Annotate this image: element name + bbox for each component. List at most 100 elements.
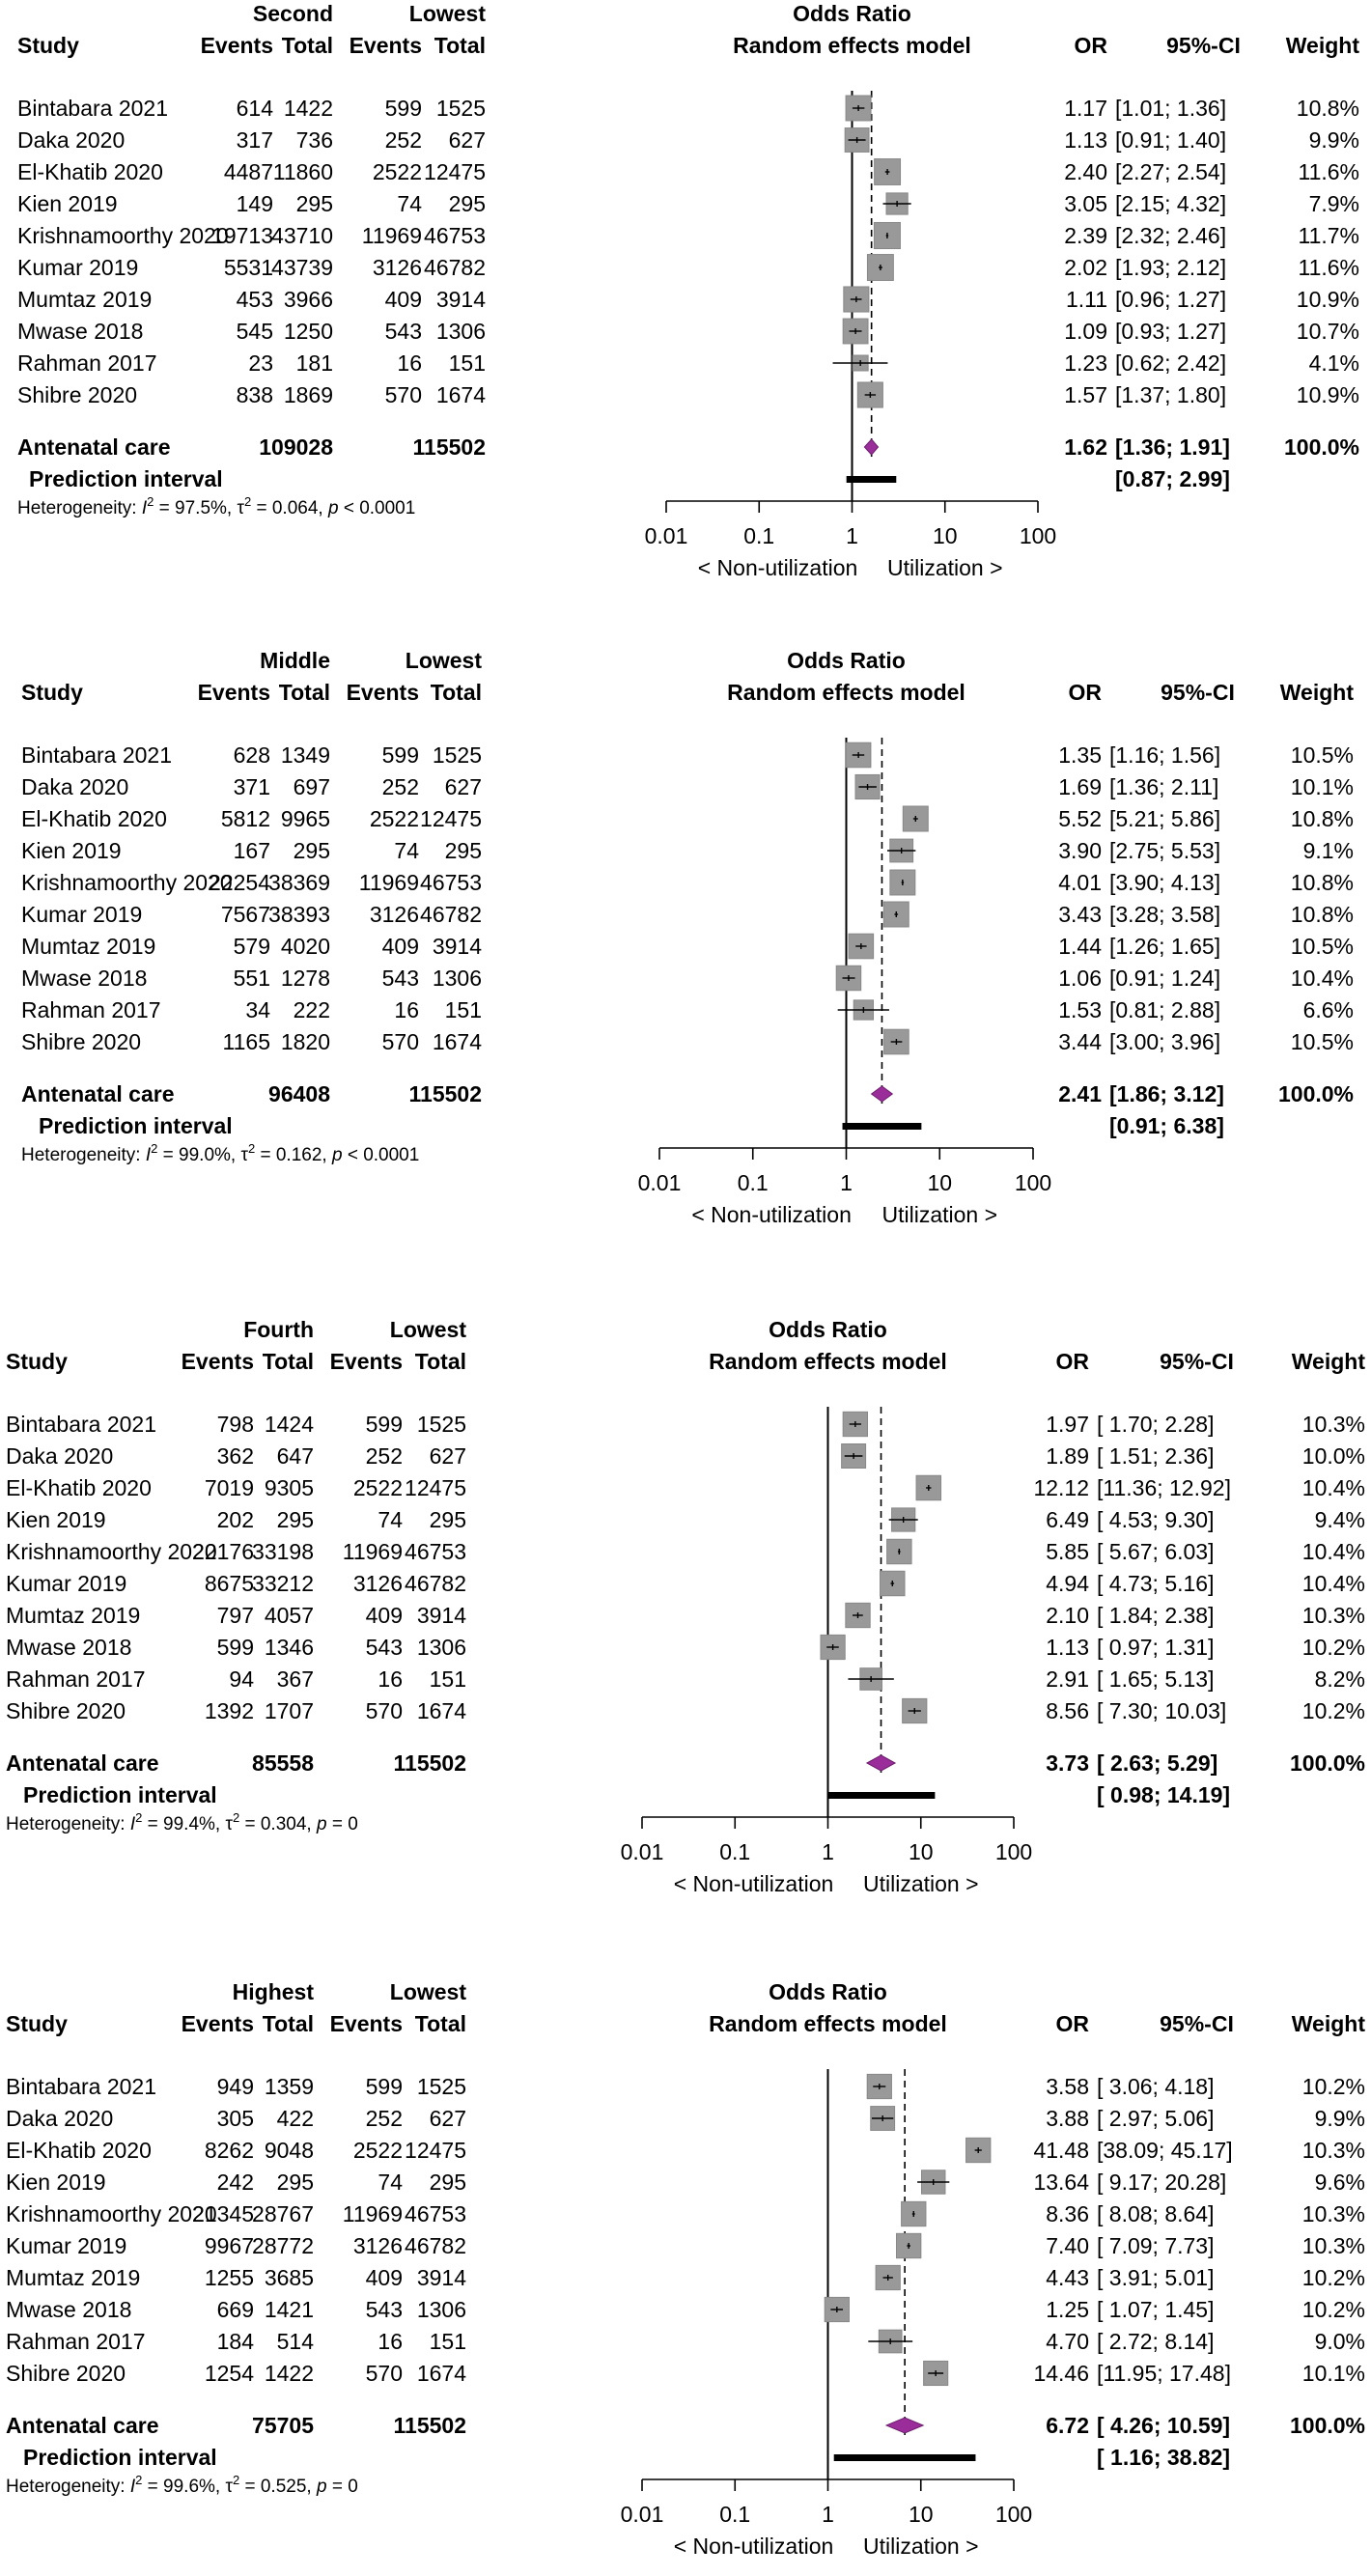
study-ci-text: [ 9.17; 20.28] [1097,2170,1226,2195]
pooled-weight-text: 100.0% [1290,1750,1365,1776]
col-header-events: Events [201,33,273,58]
events-exp: 8262 [205,2138,254,2163]
study-name: Mwase 2018 [17,319,143,344]
total-exp: 1424 [265,1412,314,1437]
prediction-interval-bar [846,476,897,483]
events-exp: 34 [245,997,270,1022]
total-ctrl: 627 [430,1443,466,1469]
study-weight-text: 9.9% [1309,127,1359,153]
study-weight-text: 9.9% [1315,2106,1365,2131]
total-ctrl: 1306 [417,1635,466,1660]
events-exp: 1165 [223,1029,270,1054]
study-weight-text: 10.2% [1302,2265,1365,2290]
total-exp: 4057 [265,1603,314,1628]
events-ctrl: 409 [366,2265,403,2290]
heterogeneity-p-symbol: p [316,2477,327,2497]
study-ci-text: [1.37; 1.80] [1115,382,1226,407]
study-weight-text: 10.9% [1297,382,1359,407]
group-exp-label: Second [253,1,333,26]
heterogeneity-p-value: = 0 [327,1814,358,1834]
x-axis-tick-label: 10 [927,1170,952,1195]
events-ctrl: 2522 [370,806,419,831]
superscript: 2 [151,1141,157,1156]
total-exp: 3685 [265,2265,314,2290]
study-weight-square [902,1697,928,1724]
total-exp: 367 [277,1666,314,1692]
study-name: Bintabara 2021 [6,2074,156,2099]
study-name: Krishnamoorthy 2020 [6,2201,217,2226]
plot-subtitle: Random effects model [733,33,971,58]
study-weight-text: 10.7% [1297,319,1359,344]
plot-title: Odds Ratio [769,1979,887,2004]
study-name: Kien 2019 [17,191,118,216]
col-header-ci: 95%-CI [1160,1349,1234,1374]
events-ctrl: 3126 [353,2233,403,2258]
events-exp: 628 [234,742,270,768]
events-ctrl: 252 [366,2106,403,2131]
total-ctrl: 3914 [433,934,482,959]
total-exp: 1820 [281,1029,330,1054]
pooled-weight-text: 100.0% [1284,434,1359,460]
events-exp: 798 [217,1412,254,1437]
axis-label-left: < Non-utilization [674,2534,834,2559]
events-exp: 797 [217,1603,254,1628]
study-weight-text: 10.3% [1302,2138,1365,2163]
x-axis-tick-label: 0.1 [719,2502,750,2527]
study-weight-text: 10.8% [1291,806,1354,831]
col-header-events: Events [182,2011,254,2036]
study-name: Bintabara 2021 [21,742,172,768]
study-or-value: 8.36 [1046,2201,1089,2226]
events-ctrl: 599 [382,742,419,768]
study-name: Mwase 2018 [6,1635,131,1660]
study-name: Mumtaz 2019 [21,934,155,959]
study-or-value: 5.52 [1058,806,1102,831]
pooled-total-exp: 75705 [252,2413,314,2438]
col-header-or: OR [1069,680,1103,705]
events-exp: 669 [217,2297,254,2322]
total-ctrl: 1525 [436,96,486,121]
study-weight-text: 7.9% [1309,191,1359,216]
study-ci-text: [3.00; 3.96] [1109,1029,1220,1054]
col-header-events: Events [347,680,419,705]
study-name: Shibre 2020 [21,1029,141,1054]
study-or-value: 3.44 [1058,1029,1102,1054]
events-exp: 1254 [205,2361,254,2386]
study-or-value: 2.40 [1064,159,1107,184]
col-header-or: OR [1056,2011,1090,2036]
total-exp: 1359 [265,2074,314,2099]
events-ctrl: 11969 [343,1539,403,1564]
study-ci-text: [0.96; 1.27] [1115,287,1226,312]
study-or-value: 1.69 [1058,774,1102,799]
study-weight-text: 10.2% [1302,2074,1365,2099]
heterogeneity-text: Heterogeneity: I2 = 99.0%, τ2 = 0.162, p… [21,1141,419,1165]
x-axis-tick-label: 100 [995,1839,1032,1864]
study-weight-text: 10.5% [1291,1029,1354,1054]
total-exp: 38369 [268,870,330,895]
heterogeneity-p-value: < 0.0001 [339,498,416,518]
col-header-total: Total [434,33,486,58]
events-exp: 305 [217,2106,254,2131]
study-name: Shibre 2020 [6,1698,126,1723]
study-name: Kien 2019 [6,2170,106,2195]
study-or-value: 13.64 [1033,2170,1089,2195]
study-weight-text: 10.3% [1302,2201,1365,2226]
total-ctrl: 295 [449,191,486,216]
study-ci-text: [1.01; 1.36] [1115,96,1226,121]
superscript: 2 [244,494,251,509]
study-or-value: 4.70 [1046,2329,1089,2354]
study-or-value: 1.09 [1064,319,1107,344]
events-exp: 371 [234,774,270,799]
col-header-weight: Weight [1286,33,1360,58]
group-ctrl-label: Lowest [409,1,487,26]
col-header-or: OR [1075,33,1108,58]
study-ci-text: [0.93; 1.27] [1115,319,1226,344]
study-ci-text: [ 1.65; 5.13] [1097,1666,1214,1692]
total-ctrl: 3914 [436,287,486,312]
x-axis-tick-label: 100 [1015,1170,1051,1195]
total-ctrl: 151 [430,2329,466,2354]
events-ctrl: 570 [366,2361,403,2386]
study-weight-text: 10.2% [1302,1635,1365,1660]
x-axis-tick-label: 1 [840,1170,853,1195]
study-weight-text: 10.8% [1291,902,1354,927]
x-axis-tick-label: 100 [1020,523,1056,548]
